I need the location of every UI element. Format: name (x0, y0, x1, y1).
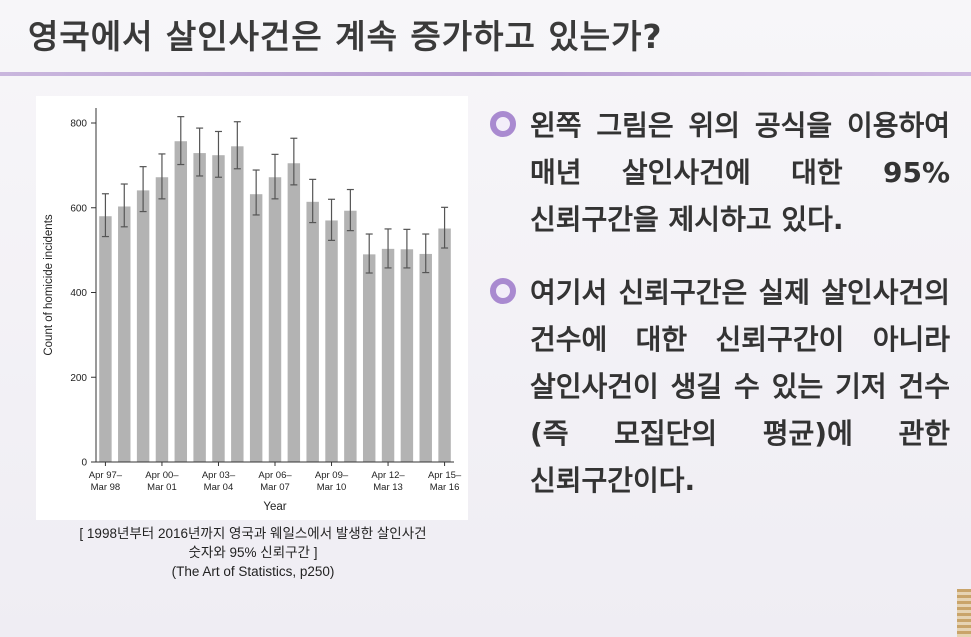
x-tick-label: Apr 97– (89, 470, 123, 481)
y-tick-label: 400 (70, 288, 87, 299)
x-tick-label: Apr 15– (428, 470, 462, 481)
x-axis: Apr 97–Mar 98 Apr 00–Mar 01 Apr 03–Mar 04 A… (89, 461, 462, 493)
bar (249, 194, 263, 462)
bar (438, 228, 451, 462)
bar (136, 190, 150, 462)
error-bars-group (101, 116, 449, 274)
bullet-item: 왼쪽 그림은 위의 공식을 이용하여 매년 살인사건에 대한 95% 신뢰구간을… (488, 102, 950, 243)
bar (231, 146, 244, 462)
homicide-bar-chart: 0 200 400 600 800 Apr 97–Mar 98 Apr 00–Mar 01… (43, 108, 462, 513)
y-tick-label: 800 (70, 119, 87, 130)
bar (268, 177, 282, 462)
x-tick-label: Mar 04 (204, 482, 234, 493)
x-tick-label: Mar 98 (91, 482, 121, 493)
y-tick-label: 200 (70, 373, 87, 384)
y-axis: 0 200 400 600 800 (70, 108, 97, 469)
bar (419, 253, 432, 462)
x-tick-label: Apr 06– (258, 470, 292, 481)
x-tick-label: Mar 07 (260, 482, 290, 493)
bar (193, 153, 206, 462)
bar (400, 249, 414, 462)
bar (362, 254, 376, 462)
caption-line-1: [ 1998년부터 2016년까지 영국과 웨일스에서 발생한 살인사건 (79, 526, 427, 541)
bar (155, 177, 169, 462)
corner-decoration (957, 589, 971, 637)
chart-panel: 0 200 400 600 800 Apr 97– Mar 98 Apr 00– Mar 01… (36, 96, 468, 520)
bar (174, 141, 188, 462)
x-tick-label: Apr 03– (202, 470, 236, 481)
x-tick-label: Mar 16 (430, 482, 460, 493)
x-tick-label: Apr 00– (145, 470, 179, 481)
bullet-text: 왼쪽 그림은 위의 공식을 이용하여 매년 살인사건에 대한 95% 신뢰구간을… (530, 109, 950, 236)
caption-source: (The Art of Statistics, p250) (171, 564, 335, 579)
bar (306, 201, 319, 462)
x-tick-label: Apr 09– (315, 470, 349, 481)
ring-bullet-icon (490, 111, 516, 137)
bullet-item: 여기서 신뢰구간은 실제 살인사건의 건수에 대한 신뢰구간이 아니라 살인사건… (488, 269, 950, 504)
x-tick-label: Mar 01 (147, 482, 177, 493)
bar (344, 210, 357, 462)
x-tick-label: Apr 12– (371, 470, 405, 481)
title-divider (0, 72, 971, 76)
y-tick-label: 600 (70, 203, 87, 214)
y-axis-label: Count of homicide incidents (43, 214, 55, 356)
bar (99, 216, 112, 462)
bullet-list: 왼쪽 그림은 위의 공식을 이용하여 매년 살인사건에 대한 95% 신뢰구간을… (488, 102, 950, 530)
y-tick-label: 0 (81, 458, 87, 469)
x-tick-label: Mar 10 (317, 482, 347, 493)
caption-line-2: 숫자와 95% 신뢰구간 ] (188, 545, 318, 560)
bar (381, 248, 395, 462)
x-axis-label: Year (263, 501, 286, 513)
bar (325, 220, 338, 462)
figure-caption: [ 1998년부터 2016년까지 영국과 웨일스에서 발생한 살인사건 숫자와… (20, 524, 486, 581)
ring-bullet-icon (490, 278, 516, 304)
bar (212, 155, 225, 462)
slide-title: 영국에서 살인사건은 계속 증가하고 있는가? (28, 17, 663, 56)
bar (287, 163, 301, 462)
x-tick-label: Mar 13 (373, 482, 403, 493)
bar (118, 206, 131, 462)
bars-group (99, 141, 451, 462)
bullet-text: 여기서 신뢰구간은 실제 살인사건의 건수에 대한 신뢰구간이 아니라 살인사건… (530, 276, 950, 497)
